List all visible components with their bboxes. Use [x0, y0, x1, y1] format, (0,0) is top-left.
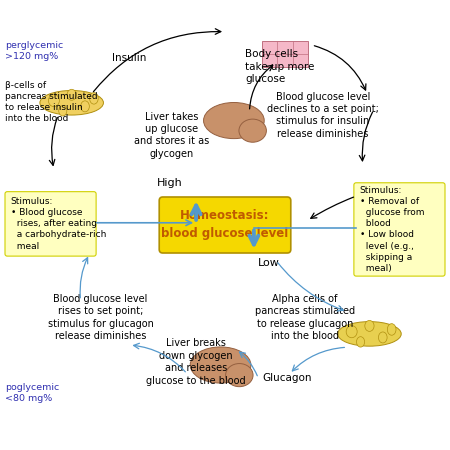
Ellipse shape [40, 90, 104, 115]
Ellipse shape [49, 94, 59, 107]
Ellipse shape [67, 89, 76, 100]
Ellipse shape [338, 322, 401, 346]
Text: Homeostasis:
blood glucose level: Homeostasis: blood glucose level [162, 210, 288, 240]
FancyBboxPatch shape [5, 192, 96, 256]
Text: Blood glucose level
rises to set point;
stimulus for glucagon
release diminishes: Blood glucose level rises to set point; … [48, 294, 153, 341]
Ellipse shape [356, 337, 365, 347]
Text: Stimulus:
• Blood glucose
  rises, after eating
  a carbohydrate-rich
  meal: Stimulus: • Blood glucose rises, after e… [11, 197, 106, 251]
FancyBboxPatch shape [159, 197, 291, 253]
Text: Liver takes
up glucose
and stores it as
glycogen: Liver takes up glucose and stores it as … [134, 112, 209, 159]
FancyBboxPatch shape [262, 41, 308, 67]
Ellipse shape [225, 364, 253, 387]
Text: High: High [157, 178, 183, 188]
Ellipse shape [59, 106, 67, 116]
Ellipse shape [365, 320, 374, 331]
Text: perglycemic
>120 mg%: perglycemic >120 mg% [5, 40, 63, 61]
Text: Stimulus:
• Removal of
  glucose from
  blood
• Low blood
  level (e.g.,
  skipp: Stimulus: • Removal of glucose from bloo… [360, 186, 424, 273]
Ellipse shape [346, 326, 357, 338]
Ellipse shape [81, 101, 90, 112]
Text: Insulin: Insulin [112, 54, 147, 63]
FancyBboxPatch shape [354, 183, 445, 276]
Ellipse shape [203, 103, 264, 139]
Ellipse shape [387, 324, 396, 335]
Ellipse shape [378, 332, 387, 343]
Text: Low: Low [258, 258, 280, 268]
Text: Alpha cells of
pancreas stimulated
to release glucagon
into the blood: Alpha cells of pancreas stimulated to re… [255, 294, 355, 341]
Text: poglycemic
<80 mg%: poglycemic <80 mg% [5, 383, 59, 403]
Text: Blood glucose level
declines to a set point;
stimulus for insulin
release dimini: Blood glucose level declines to a set po… [267, 92, 379, 139]
Text: Body cells
take up more
glucose: Body cells take up more glucose [245, 50, 315, 84]
Text: Glucagon: Glucagon [263, 374, 312, 383]
Text: Liver breaks
down glycogen
and releases
glucose to the blood: Liver breaks down glycogen and releases … [146, 338, 246, 386]
Ellipse shape [190, 347, 251, 383]
Text: β-cells of
pancreas stimulated
to release insulin
into the blood: β-cells of pancreas stimulated to releas… [5, 81, 98, 123]
Ellipse shape [90, 93, 98, 104]
Ellipse shape [239, 119, 266, 142]
